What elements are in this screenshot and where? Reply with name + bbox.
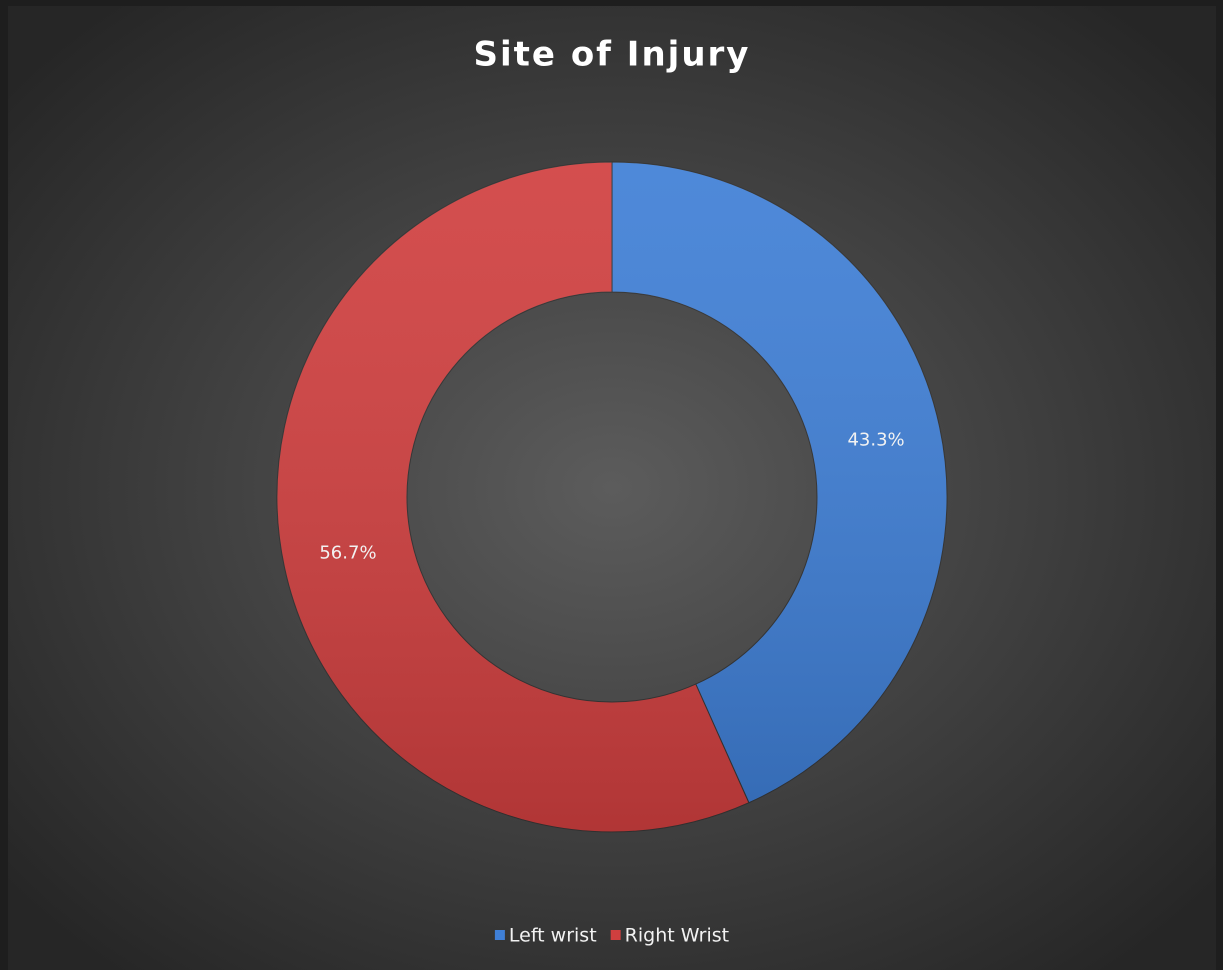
- legend-marker: [610, 930, 621, 940]
- legend-marker: [494, 930, 505, 940]
- data-label: 43.3%: [847, 430, 904, 451]
- segment-shade: [612, 162, 948, 803]
- segment-shade: [277, 161, 749, 832]
- chart-title: Site of Injury: [474, 35, 751, 75]
- legend-label: Left wrist: [509, 925, 597, 947]
- legend-label: Right Wrist: [625, 925, 729, 947]
- data-label: 56.7%: [319, 542, 376, 563]
